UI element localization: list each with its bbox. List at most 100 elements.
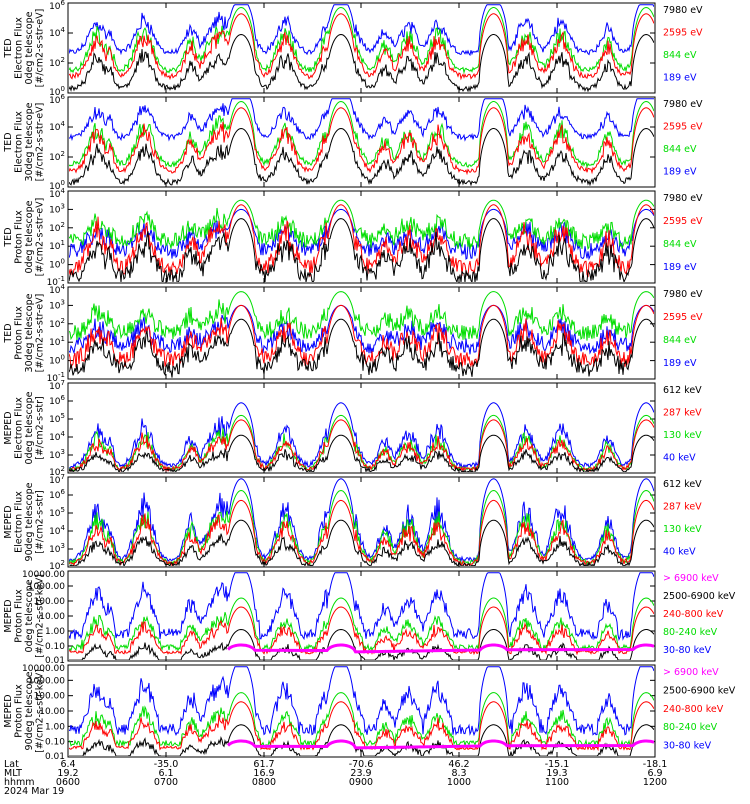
y-tick-label: 104: [49, 524, 65, 537]
legend-entry: 2595 eV: [663, 312, 703, 323]
y-axis-label: MEPED Proton Flux 0deg telescope [#/cm2-s-s…: [3, 574, 46, 658]
y-tick-label: 106: [49, 394, 65, 407]
y-tick-label: 106: [49, 93, 65, 106]
y-axis-label-line: Electron Flux: [14, 111, 25, 173]
series-line: [69, 519, 654, 566]
y-axis-label-line: TED: [3, 323, 14, 343]
y-tick-label: 106: [49, 0, 65, 12]
y-axis-label-line: Proton Flux: [14, 306, 25, 360]
series-traces: [69, 291, 654, 378]
x-tick-lat: -18.1: [643, 759, 668, 770]
panel-7: 10000.001000.00100.0010.001.000.100.01ME…: [3, 570, 736, 666]
x-tick-lat: 61.7: [253, 759, 274, 770]
legend-entry: 80-240 keV: [663, 722, 718, 733]
y-axis-label-line: Electron Flux: [14, 491, 25, 553]
y-tick-label: 103: [49, 448, 65, 461]
legend-entry: 189 eV: [663, 167, 697, 178]
y-axis-label-line: [#/cm2-s-str-keV]: [35, 669, 46, 753]
series-line: [69, 98, 654, 142]
x-tick-mlt: 16.9: [253, 768, 274, 779]
y-tick-label: 10000.00: [22, 570, 65, 580]
legend-entry: 612 keV: [663, 479, 702, 490]
legend-entry: 2500-6900 keV: [663, 685, 736, 696]
legend-entry: 844 eV: [663, 50, 697, 61]
legend-entry: 7980 eV: [663, 99, 703, 110]
y-axis-label-line: Electron Flux: [14, 397, 25, 459]
series-line: [69, 692, 654, 748]
y-tick-label: 102: [49, 150, 65, 163]
y-tick-label: 100.00: [34, 692, 66, 702]
x-tick-lat: 6.4: [60, 759, 75, 770]
y-axis-label-line: Proton Flux: [14, 684, 25, 738]
y-axis-label-line: [#/cm2-s-str-eV]: [35, 103, 46, 182]
series-line: [69, 318, 654, 378]
series-traces: [69, 402, 654, 472]
legend-entry: 7980 eV: [663, 289, 703, 300]
x-tick-hhmm: 1200: [643, 777, 667, 788]
y-tick-label: 100: [49, 179, 65, 192]
x-tick-mlt: 6.9: [647, 768, 662, 779]
y-tick-label: 104: [49, 26, 65, 39]
y-tick-label: 102: [49, 317, 65, 330]
y-tick-label: 1000.00: [28, 582, 65, 592]
x-tick-lat: 46.2: [448, 759, 469, 770]
y-axis-label-line: [#/cm2-s-str]: [35, 396, 46, 459]
series-line: [69, 434, 654, 472]
y-axis-label-line: [#/cm2-s-str-eV]: [35, 9, 46, 88]
series-traces: [69, 98, 654, 186]
series-line: [69, 628, 654, 660]
y-axis-label-line: TED: [3, 38, 14, 58]
y-axis-label-line: MEPED: [3, 505, 14, 538]
y-axis-label-line: [#/cm2-s-str-eV]: [35, 294, 46, 373]
y-tick-label: 100: [49, 258, 65, 271]
series-traces: [69, 478, 654, 566]
x-tick-mlt: 6.1: [158, 768, 173, 779]
legend-entry: 189 eV: [663, 358, 697, 369]
y-tick-label: 10.00: [39, 612, 65, 622]
series-line: [69, 402, 654, 469]
y-tick-label: 10-1: [47, 275, 65, 288]
legend-entry: > 6900 keV: [663, 667, 719, 678]
y-tick-label: 103: [49, 298, 65, 311]
y-tick-label: 102: [49, 221, 65, 234]
y-axis-label-line: Electron Flux: [14, 17, 25, 79]
legend-entry: 240-800 keV: [663, 609, 724, 620]
y-axis-label: MEPED Proton Flux 90deg telescope [#/cm2-s-…: [3, 669, 46, 753]
y-tick-label: 103: [49, 202, 65, 215]
legend-entry: 287 keV: [663, 408, 702, 419]
y-axis-label-line: 90deg telescope: [24, 482, 35, 561]
y-axis-label: TED Proton Flux 0deg telescope [#/cm2-s-str…: [3, 198, 46, 277]
x-tick-hhmm: 0800: [252, 777, 276, 788]
y-tick-label: 1000.00: [28, 676, 65, 686]
x-tick-mlt: 19.2: [57, 768, 78, 779]
y-axis-label-line: 0deg telescope: [24, 11, 35, 84]
y-axis-label: TED Electron Flux 0deg telescope [#/cm2-s-s…: [3, 9, 46, 88]
series-line: [69, 597, 654, 652]
legend-entry: 612 keV: [663, 385, 702, 396]
series-traces: [69, 666, 654, 756]
legend-entry: 40 keV: [663, 453, 696, 464]
y-tick-label: 101: [49, 239, 65, 252]
legend-entry: > 6900 keV: [663, 573, 719, 584]
legend-entry: 844 eV: [663, 144, 697, 155]
legend-entry: 130 keV: [663, 524, 702, 535]
y-tick-label: 100.00: [34, 597, 66, 607]
y-tick-label: 100: [49, 85, 65, 98]
x-row-label: Lat: [4, 759, 19, 770]
y-axis-label-line: 30deg telescope: [24, 102, 35, 181]
legend-entry: 2500-6900 keV: [663, 591, 736, 602]
series-line: [69, 304, 654, 369]
legend-entry: 189 eV: [663, 262, 697, 273]
x-row-label: hhmm: [4, 777, 35, 788]
series-line: [69, 291, 654, 341]
y-tick-label: 101: [49, 335, 65, 348]
series-line: [69, 107, 654, 176]
legend-entry: 80-240 keV: [663, 627, 718, 638]
y-tick-label: 102: [49, 559, 65, 572]
legend-entry: 30-80 keV: [663, 741, 712, 752]
x-tick-lat: -35.0: [154, 759, 179, 770]
y-axis-label-line: 0deg telescope: [24, 579, 35, 652]
